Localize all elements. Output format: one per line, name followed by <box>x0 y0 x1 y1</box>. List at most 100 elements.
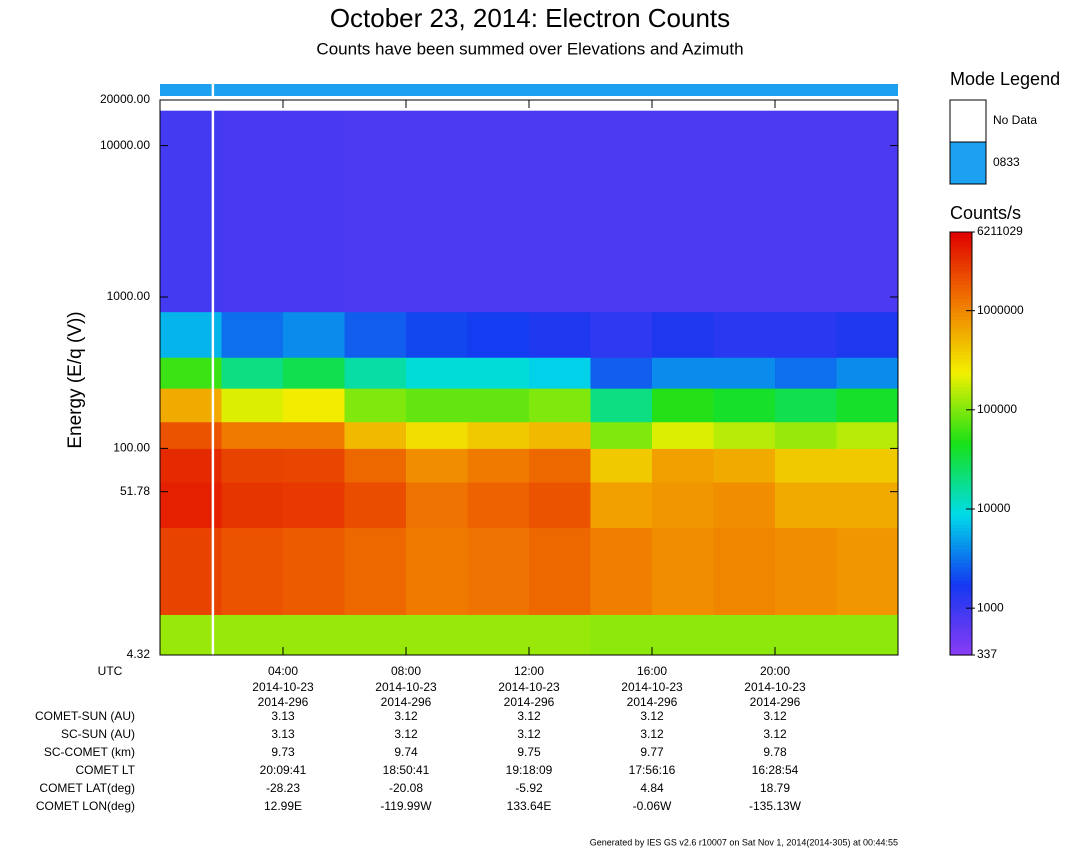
colorbar-segment <box>950 291 972 297</box>
colorbar-segment <box>950 323 972 328</box>
colorbar-segment <box>950 355 972 360</box>
colorbar-segment <box>950 281 972 286</box>
colorbar-segment <box>950 514 972 519</box>
heatmap-cell <box>652 481 714 529</box>
colorbar-segment <box>950 330 972 335</box>
x-tick-doy: 2014-296 <box>258 695 309 709</box>
heatmap-cell <box>221 448 284 483</box>
colorbar-tick-label: 100000 <box>977 402 1017 416</box>
colorbar-segment <box>950 246 972 251</box>
colorbar-segment <box>950 619 972 624</box>
heatmap-cell <box>467 481 530 529</box>
heatmap-cell <box>221 388 284 423</box>
colorbar-segment <box>950 253 972 258</box>
heatmap-cell <box>467 357 530 389</box>
colorbar-segment <box>950 640 972 646</box>
colorbar-tick-label: 1000000 <box>977 303 1024 317</box>
colorbar-segment <box>950 284 972 289</box>
colorbar-segment <box>950 320 972 325</box>
heatmap-cell <box>713 388 776 423</box>
colorbar-segment <box>950 492 972 497</box>
heatmap-cell <box>406 448 468 483</box>
heatmap-cell <box>529 448 591 483</box>
heatmap-cell <box>775 421 837 449</box>
heatmap-cell <box>344 448 407 483</box>
colorbar-segment <box>950 394 972 399</box>
colorbar-segment <box>950 344 972 349</box>
x-tick-label: 08:00 <box>391 664 421 678</box>
colorbar-segment <box>950 411 972 416</box>
heatmap-cell <box>775 481 837 529</box>
legend-swatch <box>949 99 987 143</box>
y-tick-label: 51.78 <box>120 484 150 498</box>
x-tick-label: 04:00 <box>268 664 298 678</box>
x-tick-label: 12:00 <box>514 664 544 678</box>
colorbar-segment <box>950 316 972 321</box>
colorbar-segment <box>950 408 972 413</box>
colorbar-segment <box>950 542 972 547</box>
colorbar-segment <box>950 475 972 480</box>
colorbar-segment <box>950 298 972 304</box>
colorbar-segment <box>950 348 972 353</box>
heatmap-cell <box>590 527 653 615</box>
colorbar-segment <box>950 609 972 614</box>
colorbar-segment <box>950 531 972 536</box>
no-data-stripe <box>211 100 215 655</box>
ephemeris-value: 3.12 <box>394 727 418 741</box>
heatmap-cell <box>283 481 345 529</box>
ephemeris-value: 19:18:09 <box>506 763 553 777</box>
colorbar-segment <box>950 415 972 420</box>
heatmap-cell <box>652 614 714 656</box>
colorbar-segment <box>950 563 972 568</box>
ephemeris-value: 18:50:41 <box>383 763 430 777</box>
heatmap-cell <box>652 110 714 313</box>
heatmap-cell <box>283 357 345 389</box>
colorbar-segment <box>950 327 972 332</box>
x-tick-label: 20:00 <box>760 664 790 678</box>
colorbar-segment <box>950 306 972 311</box>
colorbar-segment <box>950 256 972 261</box>
heatmap-cell <box>467 527 530 615</box>
colorbar-segment <box>950 267 972 272</box>
ephemeris-value: 3.12 <box>763 709 787 723</box>
ephemeris-value: 18.79 <box>760 781 790 795</box>
heatmap-cell <box>713 481 776 529</box>
heatmap-cell <box>713 421 776 449</box>
colorbar-segment <box>950 644 972 649</box>
x-axis-label: UTC <box>98 664 123 678</box>
ephemeris-label: COMET LAT(deg) <box>39 781 135 795</box>
heatmap-cell <box>283 527 345 615</box>
ephemeris-value: 3.12 <box>394 709 418 723</box>
colorbar-segment <box>950 358 972 364</box>
colorbar-segment <box>950 478 972 483</box>
colorbar-segment <box>950 598 972 603</box>
heatmap-cell <box>406 357 468 389</box>
heatmap-cell <box>344 311 407 358</box>
colorbar-segment <box>950 549 972 554</box>
ephemeris-value: 16:28:54 <box>752 763 799 777</box>
heatmap-cell <box>652 311 714 358</box>
ephemeris-value: -28.23 <box>266 781 300 795</box>
ephemeris-value: -5.92 <box>515 781 543 795</box>
colorbar-segment <box>950 647 972 653</box>
heatmap-cell <box>652 448 714 483</box>
colorbar-segment <box>950 570 972 575</box>
y-tick-label: 100.00 <box>113 441 150 455</box>
ephemeris-label: COMET LT <box>75 763 135 777</box>
ephemeris-value: 9.77 <box>640 745 664 759</box>
colorbar-segment <box>950 510 972 515</box>
colorbar-segment <box>950 605 972 610</box>
ephemeris-value: 17:56:16 <box>629 763 676 777</box>
colorbar-segment <box>950 528 972 533</box>
ephemeris-value: 3.12 <box>763 727 787 741</box>
heatmap-cell <box>529 527 591 615</box>
heatmap-cell <box>652 527 714 615</box>
heatmap-cell <box>406 110 468 313</box>
colorbar-segment <box>950 260 972 265</box>
heatmap-cell <box>467 421 530 449</box>
colorbar-segment <box>950 573 972 579</box>
heatmap-cell <box>713 110 776 313</box>
colorbar-segment <box>950 334 972 339</box>
chart-subtitle: Counts have been summed over Elevations … <box>316 39 743 58</box>
ephemeris-label: SC-SUN (AU) <box>61 727 135 741</box>
